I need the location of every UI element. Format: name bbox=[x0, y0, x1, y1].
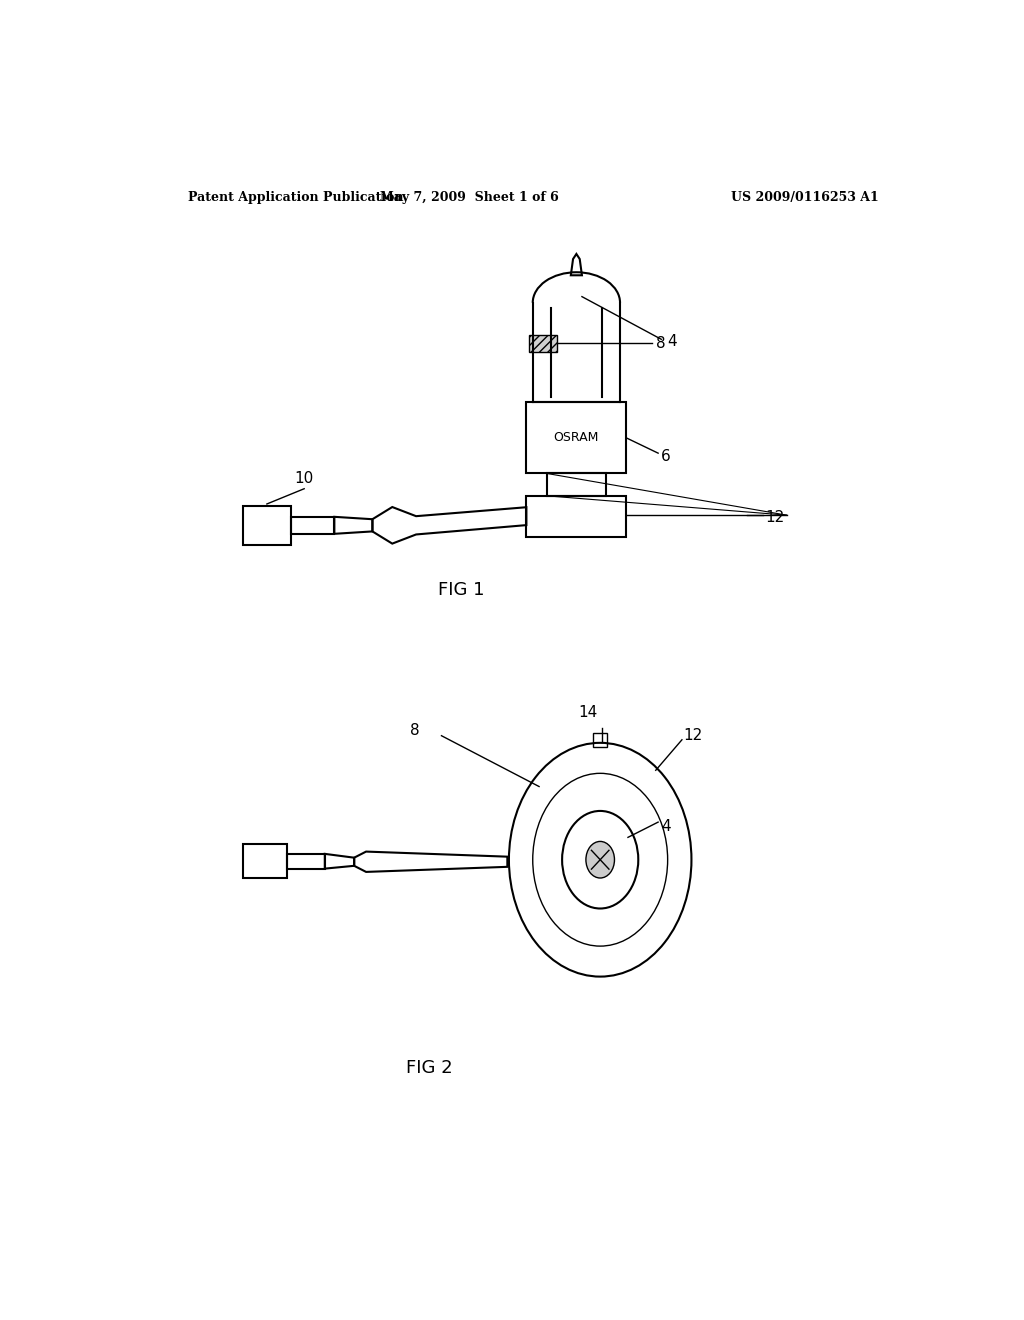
Bar bbox=[243, 506, 291, 545]
Bar bbox=[547, 474, 606, 496]
Text: Patent Application Publication: Patent Application Publication bbox=[187, 190, 403, 203]
Bar bbox=[287, 854, 325, 869]
Text: 8: 8 bbox=[655, 335, 666, 351]
Bar bbox=[593, 733, 607, 747]
FancyBboxPatch shape bbox=[528, 335, 557, 351]
Text: 14: 14 bbox=[579, 705, 598, 721]
Text: 4: 4 bbox=[668, 334, 677, 348]
Circle shape bbox=[586, 841, 614, 878]
Text: FIG 1: FIG 1 bbox=[438, 581, 484, 599]
Text: US 2009/0116253 A1: US 2009/0116253 A1 bbox=[731, 190, 879, 203]
Text: 12: 12 bbox=[684, 729, 702, 743]
Bar bbox=[526, 403, 627, 474]
Bar bbox=[291, 517, 334, 533]
Text: OSRAM: OSRAM bbox=[554, 432, 599, 445]
Text: 6: 6 bbox=[662, 449, 671, 463]
Text: 4: 4 bbox=[662, 818, 671, 834]
Text: 8: 8 bbox=[411, 723, 420, 738]
Bar bbox=[243, 845, 287, 878]
Bar bbox=[526, 496, 627, 536]
Text: 10: 10 bbox=[295, 471, 314, 486]
Text: May 7, 2009  Sheet 1 of 6: May 7, 2009 Sheet 1 of 6 bbox=[380, 190, 559, 203]
Text: FIG 2: FIG 2 bbox=[407, 1059, 453, 1077]
Text: 12: 12 bbox=[765, 510, 784, 524]
